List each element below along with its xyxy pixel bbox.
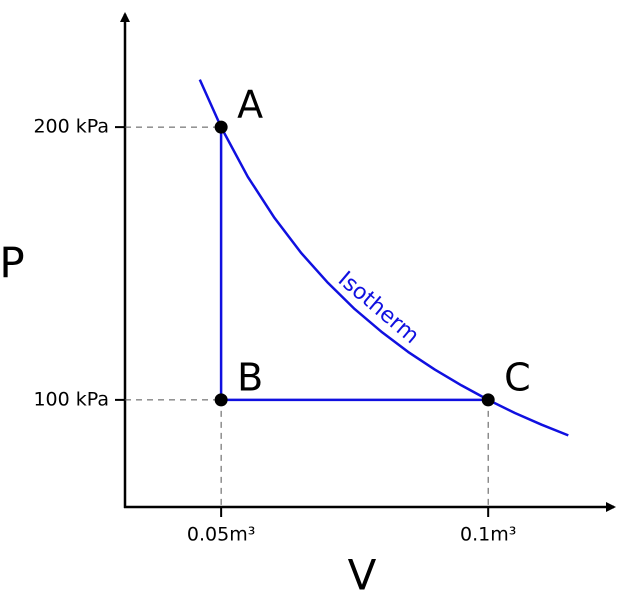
state-point (214, 393, 228, 407)
isotherm-curve (198, 79, 569, 437)
y-tick-label: 100 kPa (33, 388, 109, 410)
x-tick-label: 0.05m³ (187, 524, 255, 546)
state-point (481, 393, 495, 407)
curve-label: Isotherm (333, 267, 424, 349)
state-point (214, 120, 228, 134)
point-label: C (504, 355, 531, 399)
point-label: B (237, 355, 263, 399)
y-tick-label: 200 kPa (33, 116, 109, 138)
x-tick-label: 0.1m³ (460, 524, 516, 546)
point-label: A (237, 83, 263, 127)
y-axis-label: P (0, 239, 25, 288)
x-axis-label: V (348, 551, 377, 600)
